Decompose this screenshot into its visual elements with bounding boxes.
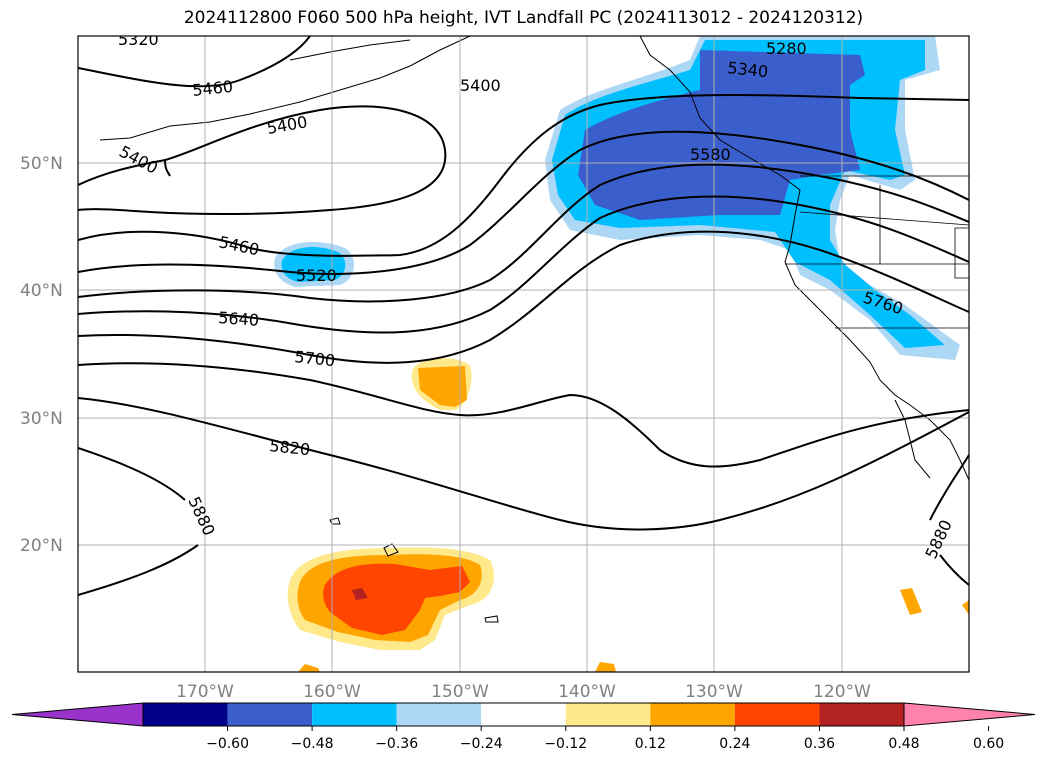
longitude-labels: 170°W 160°W 150°W 140°W 130°W 120°W xyxy=(176,682,871,702)
lon-label: 130°W xyxy=(685,682,743,702)
contour-label: 5320 xyxy=(118,30,159,49)
contour-label: 5580 xyxy=(690,145,731,164)
colorbar-tick-label: 0.24 xyxy=(719,736,750,752)
gridlines xyxy=(78,36,969,672)
lon-label: 140°W xyxy=(558,682,616,702)
colorbar-tick-label: 0.60 xyxy=(973,736,1004,752)
ivt-positive-region-small xyxy=(411,358,472,410)
contour-label: 5520 xyxy=(296,266,337,285)
colorbar-outline xyxy=(142,702,905,727)
lat-label: 30°N xyxy=(20,409,63,429)
lon-label: 170°W xyxy=(176,682,234,702)
height-contours xyxy=(78,36,969,596)
colorbar-tick-label: −0.60 xyxy=(206,736,249,752)
contour-label: 5400 xyxy=(460,76,501,95)
contour-label: 5340 xyxy=(727,58,769,81)
political-borders xyxy=(785,175,969,329)
colorbar: −0.60 −0.48 −0.36 −0.24 −0.12 0.12 0.24 0.36 0.4… xyxy=(11,702,1036,752)
ivt-positive-region-hawaii xyxy=(287,547,494,650)
lon-label: 120°W xyxy=(813,682,871,702)
colorbar-segment xyxy=(227,703,313,726)
contour-label: 5460 xyxy=(191,77,233,100)
contour-label: 5640 xyxy=(218,308,260,330)
colorbar-segment xyxy=(565,703,651,726)
contour-label: 5280 xyxy=(766,39,807,58)
lat-label: 40°N xyxy=(20,281,63,301)
colorbar-segment xyxy=(396,703,482,726)
colorbar-tick-label: 0.36 xyxy=(804,736,835,752)
colorbar-tick-label: −0.48 xyxy=(291,736,334,752)
colorbar-extend-low xyxy=(11,702,144,727)
lat-label: 20°N xyxy=(20,536,63,556)
colorbar-tick-label: −0.24 xyxy=(460,736,503,752)
lat-label: 50°N xyxy=(20,154,63,174)
contour-label: 5700 xyxy=(294,347,336,370)
colorbar-tick-label: 0.12 xyxy=(635,736,666,752)
map-title: 2024112800 F060 500 hPa height, IVT Land… xyxy=(183,8,864,28)
map-frame xyxy=(77,35,970,673)
colorbar-segment xyxy=(819,703,904,726)
ivt-positive-region-coast xyxy=(298,588,969,672)
contour-label: 5820 xyxy=(269,436,311,459)
colorbar-segment xyxy=(481,703,566,726)
colorbar-tick-label: −0.12 xyxy=(544,736,587,752)
colorbar-segment xyxy=(312,703,397,726)
colorbar-segment xyxy=(650,703,735,726)
lon-label: 150°W xyxy=(431,682,489,702)
colorbar-tick-label: −0.36 xyxy=(375,736,418,752)
colorbar-segment xyxy=(734,703,820,726)
colorbar-extend-high xyxy=(903,702,1036,727)
latitude-labels: 50°N 40°N 30°N 20°N xyxy=(20,154,63,556)
lon-label: 160°W xyxy=(303,682,361,702)
colorbar-segment xyxy=(143,703,228,726)
colorbar-tick-label: 0.48 xyxy=(888,736,919,752)
